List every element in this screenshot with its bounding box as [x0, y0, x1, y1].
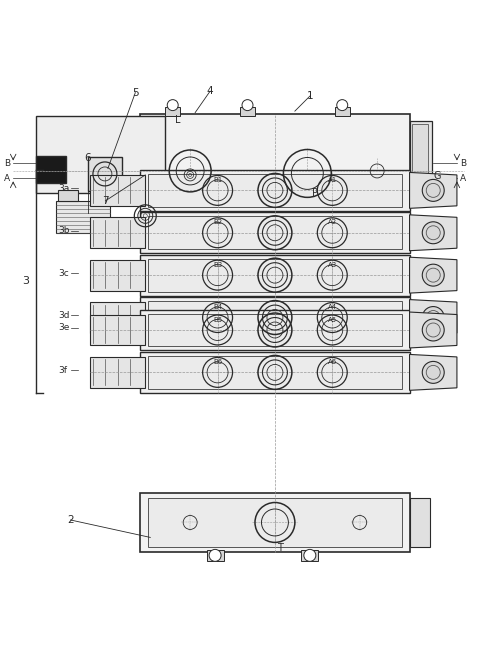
- Bar: [140, 170, 409, 211]
- Text: B6: B6: [213, 359, 222, 365]
- Text: B3: B3: [213, 262, 222, 268]
- Text: 6: 6: [84, 154, 91, 163]
- Polygon shape: [410, 173, 457, 209]
- Bar: [88, 157, 122, 191]
- Text: 2: 2: [67, 515, 74, 525]
- Bar: [140, 255, 409, 296]
- Bar: [140, 352, 409, 393]
- Bar: [140, 310, 409, 350]
- Bar: [36, 156, 66, 184]
- Text: 3f: 3f: [58, 366, 67, 375]
- Circle shape: [167, 100, 178, 111]
- Text: B4: B4: [213, 304, 222, 310]
- Text: 4: 4: [207, 86, 214, 96]
- Bar: [90, 175, 146, 206]
- Bar: [90, 217, 146, 248]
- Text: A3: A3: [328, 262, 337, 268]
- Circle shape: [209, 549, 221, 562]
- Polygon shape: [410, 215, 457, 251]
- Text: B: B: [460, 159, 466, 168]
- Text: 3e: 3e: [58, 323, 70, 333]
- Text: 3c: 3c: [58, 268, 69, 277]
- Bar: [58, 190, 78, 201]
- Bar: [148, 301, 402, 334]
- Text: A6: A6: [328, 359, 337, 365]
- Bar: [148, 258, 402, 292]
- Circle shape: [422, 361, 444, 383]
- Text: B: B: [4, 159, 10, 168]
- Bar: [148, 356, 402, 389]
- Text: A5: A5: [328, 316, 337, 323]
- Bar: [412, 123, 428, 188]
- Bar: [140, 113, 409, 198]
- Bar: [148, 314, 402, 346]
- Text: 3b: 3b: [58, 226, 70, 236]
- Circle shape: [422, 306, 444, 329]
- Text: 3a: 3a: [58, 184, 70, 193]
- Circle shape: [242, 100, 253, 111]
- Text: A4: A4: [328, 304, 337, 310]
- Circle shape: [337, 100, 347, 111]
- Circle shape: [422, 319, 444, 341]
- Bar: [410, 497, 430, 547]
- Circle shape: [422, 222, 444, 244]
- Polygon shape: [410, 312, 457, 348]
- Text: T: T: [278, 543, 283, 554]
- Text: A: A: [4, 174, 10, 183]
- Text: 1: 1: [306, 91, 313, 101]
- Text: 7: 7: [102, 196, 108, 206]
- Bar: [410, 121, 432, 191]
- Bar: [36, 116, 165, 194]
- Bar: [148, 174, 402, 207]
- Bar: [90, 357, 146, 388]
- Bar: [56, 201, 110, 234]
- Text: B5: B5: [213, 316, 222, 323]
- Bar: [140, 213, 409, 253]
- Text: A1: A1: [328, 177, 337, 183]
- Text: 3d: 3d: [58, 311, 70, 320]
- Circle shape: [304, 549, 316, 562]
- Bar: [240, 107, 255, 116]
- Text: 5: 5: [132, 88, 138, 98]
- Text: 3: 3: [22, 276, 29, 287]
- Bar: [90, 260, 146, 291]
- Bar: [140, 493, 409, 552]
- Text: B2: B2: [213, 219, 222, 225]
- Bar: [90, 302, 146, 333]
- Bar: [90, 314, 146, 346]
- Text: P: P: [312, 188, 318, 198]
- Bar: [165, 107, 180, 116]
- Bar: [148, 497, 402, 547]
- Bar: [302, 550, 318, 562]
- Circle shape: [422, 179, 444, 201]
- Bar: [148, 216, 402, 249]
- Text: A2: A2: [328, 219, 337, 225]
- Text: L: L: [175, 115, 180, 125]
- Polygon shape: [410, 354, 457, 390]
- Text: G: G: [433, 171, 440, 181]
- Bar: [206, 550, 224, 562]
- Polygon shape: [410, 300, 457, 335]
- Circle shape: [422, 264, 444, 286]
- Bar: [335, 107, 349, 116]
- Text: B1: B1: [213, 177, 222, 183]
- Bar: [140, 297, 409, 338]
- Text: A: A: [460, 174, 466, 183]
- Polygon shape: [410, 257, 457, 293]
